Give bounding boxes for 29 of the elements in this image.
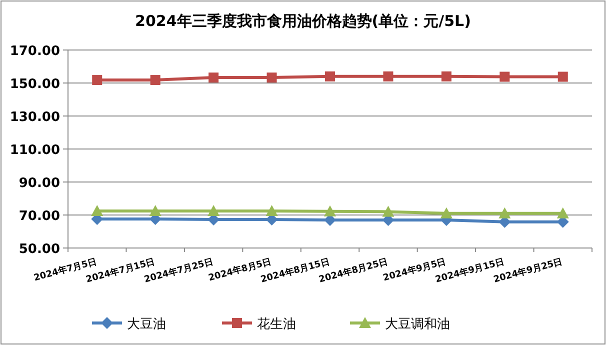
chart-title: 2024年三季度我市食用油价格趋势(单位：元/5L) <box>135 12 471 30</box>
point <box>150 75 160 86</box>
point <box>500 72 510 82</box>
legend-label: 大豆调和油 <box>385 317 450 332</box>
point <box>324 205 336 216</box>
y-tick-label: 70.00 <box>18 209 60 224</box>
point <box>91 205 104 216</box>
y-tick-label: 150.00 <box>10 77 60 92</box>
legend-label: 花生油 <box>257 317 296 332</box>
y-tick-label: 110.00 <box>10 143 60 158</box>
y-tick-label: 170.00 <box>10 44 60 59</box>
point <box>382 206 394 217</box>
y-tick-label: 50.00 <box>18 242 60 257</box>
point <box>556 207 569 218</box>
point <box>92 75 102 86</box>
legend-label: 大豆油 <box>127 317 166 332</box>
point <box>558 72 568 82</box>
point <box>208 205 220 216</box>
point <box>441 71 452 82</box>
point <box>498 207 511 218</box>
point <box>266 205 278 216</box>
point <box>208 72 219 83</box>
point <box>325 71 335 82</box>
point <box>149 205 162 216</box>
point <box>383 71 394 82</box>
y-tick-label: 90.00 <box>18 176 60 191</box>
point <box>440 207 452 218</box>
y-tick-label: 130.00 <box>10 110 60 125</box>
point <box>266 72 277 83</box>
